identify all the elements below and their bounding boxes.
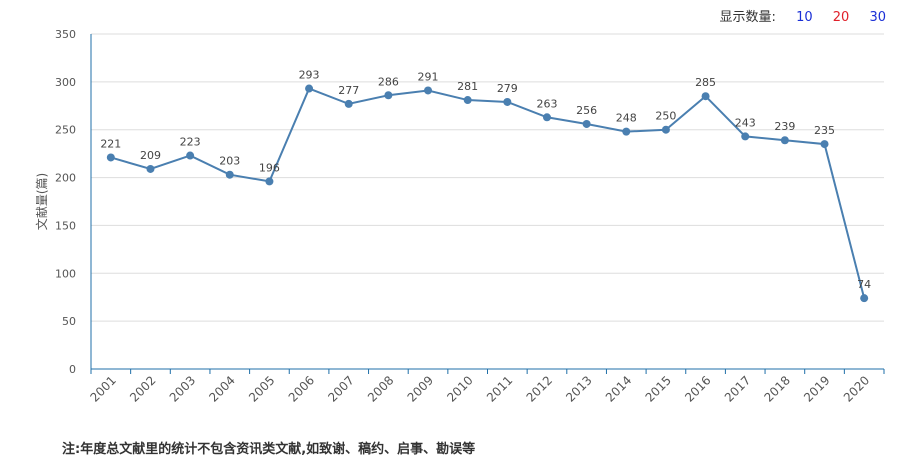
data-label: 256 xyxy=(576,104,597,117)
data-point xyxy=(860,294,869,303)
data-point xyxy=(582,119,591,128)
y-tick-label: 0 xyxy=(69,363,76,376)
series-line xyxy=(110,87,866,299)
x-tick-label: 2008 xyxy=(365,373,396,404)
data-label: 248 xyxy=(616,112,637,125)
data-label: 291 xyxy=(418,70,439,83)
y-axis-label: 文献量(篇) xyxy=(34,173,49,230)
y-tick-label: 300 xyxy=(55,76,76,89)
data-label: 286 xyxy=(378,75,399,88)
display-count-option-10[interactable]: 10 xyxy=(796,10,813,25)
data-point xyxy=(661,125,670,134)
data-point xyxy=(622,127,631,136)
y-tick-label: 150 xyxy=(55,219,76,232)
x-tick-label: 2004 xyxy=(206,373,237,404)
x-tick-label: 2013 xyxy=(563,373,594,404)
x-tick-label: 2016 xyxy=(682,373,713,404)
x-tick-label: 2007 xyxy=(325,373,356,404)
y-tick-label: 100 xyxy=(55,267,76,280)
data-point xyxy=(780,136,789,145)
data-point xyxy=(384,91,393,100)
data-point xyxy=(463,96,472,105)
x-tick-label: 2002 xyxy=(127,373,158,404)
data-point xyxy=(344,99,353,108)
data-point xyxy=(424,86,433,95)
data-label: 263 xyxy=(536,97,557,110)
x-tick-label: 2018 xyxy=(761,373,792,404)
data-label: 239 xyxy=(774,120,795,133)
x-tick-label: 2020 xyxy=(841,373,872,404)
data-point xyxy=(305,84,314,93)
data-label: 281 xyxy=(457,80,478,93)
data-point xyxy=(225,170,234,179)
y-tick-labels: 0 50 100 150 200 250 300 350 xyxy=(55,28,76,376)
x-tick-label: 2015 xyxy=(643,373,674,404)
data-label: 293 xyxy=(299,69,320,82)
data-label: 235 xyxy=(814,124,835,137)
x-tick-label: 2019 xyxy=(801,373,832,404)
footnote: 注:年度总文献里的统计不包含资讯类文献,如致谢、稿约、启事、勘误等 xyxy=(62,442,476,457)
display-count-selector: 显示数量: 10 20 30 xyxy=(720,6,886,25)
x-tick-label: 2005 xyxy=(246,373,277,404)
x-tick-label: 2014 xyxy=(603,373,634,404)
y-tick-label: 250 xyxy=(55,124,76,137)
data-label: 74 xyxy=(857,278,871,291)
display-count-label: 显示数量: xyxy=(719,10,776,25)
data-point xyxy=(741,132,750,141)
x-tick-label: 2012 xyxy=(524,373,555,404)
data-point xyxy=(106,153,115,162)
x-tick-labels: 2001 2002 2003 2004 2005 2006 2007 2008 2009 2010… xyxy=(87,373,872,404)
data-labels: 221 209 223 203 196 293 277 286 291 281 279 263 256 2… xyxy=(100,69,871,292)
data-label: 277 xyxy=(338,84,359,97)
data-label: 209 xyxy=(140,149,161,162)
data-label: 243 xyxy=(735,116,756,129)
data-label: 250 xyxy=(655,110,676,123)
data-point xyxy=(265,177,274,186)
data-point xyxy=(542,113,551,122)
display-count-option-20[interactable]: 20 xyxy=(832,10,850,25)
x-tick-label: 2001 xyxy=(87,373,118,404)
grid-lines xyxy=(91,33,884,322)
x-tick-label: 2006 xyxy=(286,373,317,404)
data-label: 221 xyxy=(100,137,121,150)
axes xyxy=(90,34,885,374)
data-point xyxy=(820,140,829,149)
x-tick-label: 2009 xyxy=(405,373,436,404)
data-label: 279 xyxy=(497,82,518,95)
data-label: 223 xyxy=(180,136,201,149)
data-label: 285 xyxy=(695,76,716,89)
data-label: 196 xyxy=(259,161,280,174)
x-tick-label: 2017 xyxy=(722,373,753,404)
y-tick-label: 350 xyxy=(55,28,76,41)
data-series xyxy=(106,84,869,303)
y-tick-label: 200 xyxy=(55,172,76,185)
y-tick-label: 50 xyxy=(62,315,76,328)
x-tick-label: 2010 xyxy=(444,373,475,404)
data-point xyxy=(186,151,195,160)
data-point xyxy=(503,97,512,106)
x-tick-label: 2003 xyxy=(167,373,198,404)
display-count-option-30[interactable]: 30 xyxy=(869,10,886,25)
data-point xyxy=(701,92,710,101)
data-point xyxy=(146,164,155,173)
data-label: 203 xyxy=(219,155,240,168)
x-tick-label: 2011 xyxy=(484,373,515,404)
